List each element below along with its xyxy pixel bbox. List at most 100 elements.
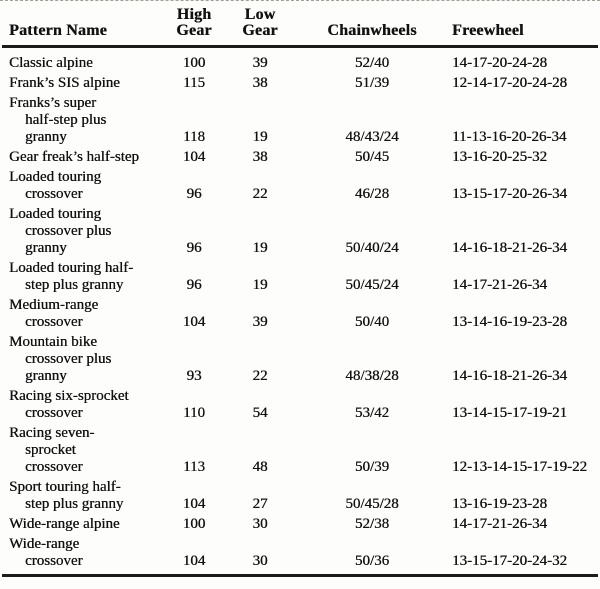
table-row: Loaded touring crossover 96 22 46/28 13-1… [2, 167, 598, 204]
pattern-name-cell: Frank’s SIS alpine [2, 73, 164, 93]
table-row: Sport touring half-step plus granny 104 … [2, 477, 598, 514]
col-header-freewheel: Freewheel [448, 1, 598, 48]
low-gear-cell: 22 [252, 368, 268, 384]
table-row: Wide-range crossover 104 30 50/36 13-15-1… [2, 534, 598, 571]
pattern-name-line: granny [25, 129, 67, 145]
freewheel-cell: 12-13-14-15-17-19-22 [452, 459, 587, 475]
table-row: Mountain bike crossover plus granny 93 22 … [2, 332, 598, 386]
high-gear-cell: 96 [186, 240, 202, 256]
chainwheels-cell: 53/42 [354, 405, 390, 421]
pattern-name-line: crossover plus [25, 351, 112, 367]
chainwheels-cell: 51/39 [354, 75, 390, 91]
low-gear-cell: 30 [252, 553, 268, 569]
pattern-name-line: Loaded touring [9, 206, 102, 222]
chainwheels-cell: 50/45/28 [345, 496, 399, 512]
low-gear-cell: 19 [252, 277, 268, 293]
pattern-name-line: Medium-range [9, 297, 99, 313]
table-row: Wide-range alpine 100 30 52/38 14-17-21-… [2, 514, 598, 534]
pattern-name-cell: Sport touring half-step plus granny [2, 477, 164, 514]
chainwheels-cell: 50/45/24 [345, 277, 399, 293]
pattern-name-line: Racing seven- [9, 425, 95, 441]
low-gear-cell: 54 [252, 405, 268, 421]
freewheel-cell: 12-14-17-20-24-28 [452, 75, 567, 91]
pattern-name-cell: Loaded touring half-step plus granny [2, 258, 164, 295]
low-gear-cell: 39 [252, 314, 268, 330]
table-row: Loaded touring half-step plus granny 96 … [2, 258, 598, 295]
low-gear-cell: 27 [252, 496, 268, 512]
table-row: Racing six-sprocket crossover 110 54 53/4… [2, 386, 598, 423]
pattern-name-cell: Mountain bike crossover plus granny [2, 332, 164, 386]
low-gear-cell: 39 [252, 55, 268, 71]
pattern-name-line: Franks’s super [9, 95, 97, 111]
freewheel-cell: 14-16-18-21-26-34 [452, 240, 567, 256]
pattern-name-line: Loaded touring half- [9, 260, 134, 276]
table-row: Franks’s super half-step plus granny 118 1… [2, 93, 598, 147]
pattern-name-cell: Franks’s super half-step plus granny [2, 93, 164, 147]
freewheel-cell: 13-15-17-20-24-32 [452, 553, 567, 569]
pattern-name-line: crossover [25, 186, 83, 202]
pattern-name-line: step plus granny [25, 277, 124, 293]
freewheel-cell: 13-16-19-23-28 [452, 496, 547, 512]
low-gear-cell: 30 [252, 516, 268, 532]
low-gear-cell: 48 [252, 459, 268, 475]
col-header-chainwheels: Chainwheels [296, 1, 448, 48]
high-gear-cell: 104 [182, 314, 206, 330]
table-body: Classic alpine 100 39 52/40 14-17-20-24-… [2, 47, 598, 572]
col-header-low-gear-line2: Gear [242, 22, 278, 39]
chainwheels-cell: 50/36 [354, 553, 390, 569]
high-gear-cell: 110 [183, 405, 205, 421]
pattern-name-line: Wide-range alpine [9, 516, 120, 532]
pattern-name-line: crossover [25, 405, 83, 421]
pattern-name-line: Gear freak’s half-step [9, 149, 139, 165]
freewheel-cell: 13-14-15-17-19-21 [452, 405, 567, 421]
chainwheels-cell: 52/40 [354, 55, 390, 71]
pattern-name-cell: Wide-range alpine [2, 514, 164, 534]
chainwheels-cell: 52/38 [354, 516, 390, 532]
chainwheels-cell: 50/45 [354, 149, 390, 165]
pattern-name-line: Classic alpine [9, 55, 93, 71]
pattern-name-cell: Loaded touring crossover [2, 167, 164, 204]
table-row: Classic alpine 100 39 52/40 14-17-20-24-… [2, 47, 598, 74]
pattern-name-line: Mountain bike [9, 334, 97, 350]
pattern-name-cell: Gear freak’s half-step [2, 147, 164, 167]
freewheel-cell: 11-13-16-20-26-34 [452, 129, 567, 145]
high-gear-cell: 96 [186, 277, 202, 293]
col-header-pattern-name: Pattern Name [2, 1, 164, 48]
low-gear-cell: 38 [252, 149, 268, 165]
pattern-name-line: granny [25, 240, 67, 256]
pattern-name-line: step plus granny [25, 496, 124, 512]
pattern-name-cell: Racing six-sprocket crossover [2, 386, 164, 423]
chainwheels-cell: 50/40/24 [345, 240, 399, 256]
pattern-name-line: crossover [25, 553, 83, 569]
chainwheels-cell: 48/43/24 [345, 129, 399, 145]
freewheel-cell: 13-15-17-20-26-34 [452, 186, 567, 202]
pattern-name-line: Wide-range [9, 536, 80, 552]
low-gear-cell: 22 [252, 186, 268, 202]
low-gear-cell: 19 [252, 129, 268, 145]
col-header-high-gear-line2: Gear [176, 22, 212, 39]
freewheel-cell: 14-17-21-26-34 [452, 277, 547, 293]
high-gear-cell: 115 [183, 75, 205, 91]
table-row: Racing seven-sprocket crossover 113 48 50… [2, 423, 598, 477]
pattern-name-line: Racing six-sprocket [9, 388, 129, 404]
table-row: Gear freak’s half-step 104 38 50/45 13-1… [2, 147, 598, 167]
table-row: Medium-range crossover 104 39 50/40 13-14… [2, 295, 598, 332]
low-gear-cell: 19 [252, 240, 268, 256]
table-row: Frank’s SIS alpine 115 38 51/39 12-14-17… [2, 73, 598, 93]
col-header-high-gear-line1: High [176, 6, 212, 23]
chainwheels-cell: 50/39 [354, 459, 390, 475]
high-gear-cell: 118 [183, 129, 205, 145]
col-header-low-gear: Low Gear [224, 1, 296, 48]
pattern-name-line: Frank’s SIS alpine [9, 75, 120, 91]
pattern-name-cell: Racing seven-sprocket crossover [2, 423, 164, 477]
freewheel-cell: 14-17-21-26-34 [452, 516, 547, 532]
chainwheels-cell: 46/28 [354, 186, 390, 202]
pattern-name-line: granny [25, 368, 67, 384]
freewheel-cell: 13-14-16-19-23-28 [452, 314, 567, 330]
pattern-name-line: sprocket [25, 442, 76, 458]
pattern-name-line: crossover [25, 314, 83, 330]
low-gear-cell: 38 [252, 75, 268, 91]
high-gear-cell: 100 [182, 516, 206, 532]
freewheel-cell: 14-16-18-21-26-34 [452, 368, 567, 384]
